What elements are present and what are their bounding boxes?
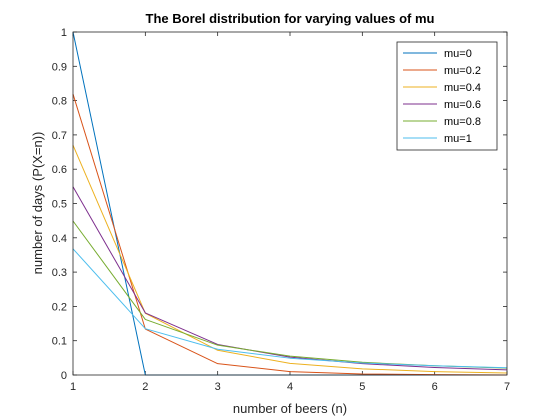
y-tick-label: 0.4 [52,233,67,245]
x-tick-label: 5 [359,381,365,393]
y-tick-label: 0 [61,370,67,382]
y-axis-label: number of days (P(X=n)) [30,132,45,275]
y-tick-label: 0.5 [52,199,67,211]
plot-frame [72,31,508,376]
legend-label: mu=0.8 [444,116,481,128]
legend-label: mu=1 [444,133,472,145]
y-tick-label: 0.3 [52,267,67,279]
y-tick-label: 0.2 [52,301,67,313]
legend-label: mu=0 [444,48,472,60]
series-line-mu-1 [72,248,508,369]
x-tick-label: 3 [215,381,221,393]
y-tick-label: 0.9 [52,61,67,73]
x-tick-label: 1 [70,381,76,393]
legend-box [396,41,498,151]
y-tick-label: 0.6 [52,164,67,176]
chart-title: The Borel distribution for varying value… [146,11,435,26]
x-tick-label: 7 [504,381,510,393]
y-tick-label: 0.8 [52,96,67,108]
x-axis-label: number of beers (n) [233,401,347,416]
legend: mu=0 mu=0.2 mu=0.4 mu=0.6 mu=0.8 mu=1 [396,41,498,151]
series-line-mu-0-6 [72,186,508,371]
y-tick-label: 0.7 [52,130,67,142]
legend-label: mu=0.6 [444,99,481,111]
x-tick-label: 6 [432,381,438,393]
y-tick-label: 1 [61,27,67,39]
x-tick-label: 2 [142,381,148,393]
y-tick-label: 0.1 [52,336,67,348]
legend-label: mu=0.2 [444,65,481,77]
legend-label: mu=0.4 [444,82,481,94]
x-tick-label: 4 [287,381,293,393]
